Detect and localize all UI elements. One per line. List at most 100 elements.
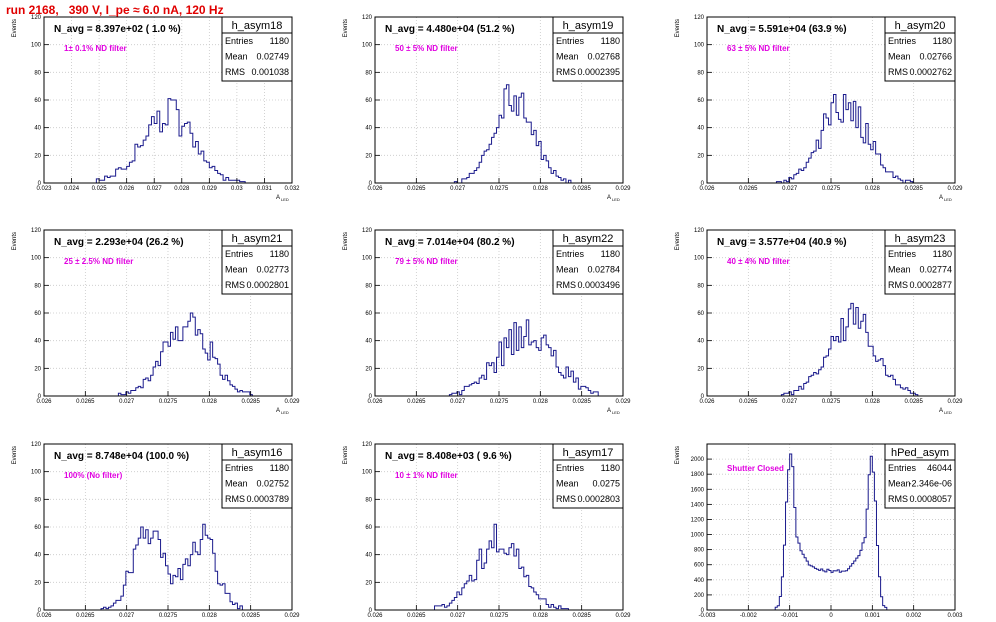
x-tick-label: 0.0265: [407, 613, 426, 619]
stats-box-title-frame: [221, 443, 293, 461]
stats-value: 0.0008057: [909, 494, 952, 504]
y-tick-label: 1000: [691, 533, 705, 539]
stats-label: RMS: [556, 280, 576, 290]
y-tick-label: 120: [694, 228, 705, 234]
y-axis-label: Events: [343, 446, 349, 464]
histogram-name: h_asym22: [563, 233, 614, 245]
y-tick-label: 0: [701, 394, 705, 400]
stats-value: 0.02749: [256, 52, 289, 62]
y-tick-label: 100: [362, 256, 373, 262]
x-tick-label: 0.027: [450, 399, 466, 405]
x-tick-label: 0.0285: [904, 399, 923, 405]
histogram-name: h_asym18: [232, 20, 283, 32]
x-tick-label: 0.029: [947, 399, 963, 405]
y-tick-label: 0: [369, 608, 373, 614]
y-tick-label: 100: [31, 43, 42, 49]
y-tick-label: 40: [365, 126, 372, 132]
stats-label: RMS: [888, 280, 908, 290]
stats-box-title-frame: [884, 16, 956, 34]
y-tick-label: 100: [31, 470, 42, 476]
y-tick-label: 60: [365, 98, 372, 104]
x-tick-label: 0.0275: [822, 399, 841, 405]
x-tick-label: 0.0275: [490, 399, 509, 405]
n-avg-label: N_avg = 8.408e+03 ( 9.6 %): [385, 451, 512, 462]
y-tick-label: 1800: [691, 472, 705, 478]
histogram-line: [44, 98, 292, 184]
x-tick-label: 0.028: [533, 186, 549, 192]
stats-value: 1180: [933, 36, 952, 46]
x-tick-label: 0.027: [782, 399, 798, 405]
histogram-panel-hPed_asym: -0.003 -0.002 -0.001 0 0.001 0.002 0.003 0 200 40…: [675, 443, 963, 619]
x-tick-label: 0.025: [92, 186, 108, 192]
x-tick-label: 0.029: [284, 399, 300, 405]
x-tick-label: 0.028: [533, 399, 549, 405]
filter-note: 63 ± 5% ND filter: [727, 44, 790, 53]
x-tick-label: 0.024: [64, 186, 80, 192]
x-axis-label-subscript: LED: [612, 197, 620, 202]
run-title: run 2168, 390 V, I_pe ≈ 6.0 nA, 120 Hz: [6, 3, 224, 17]
stats-value: 0.0002395: [577, 67, 620, 77]
x-axis-label: A: [276, 195, 280, 201]
y-tick-label: 80: [697, 70, 704, 76]
n-avg-label: N_avg = 8.397e+02 ( 1.0 %): [54, 24, 181, 35]
y-tick-label: 40: [697, 339, 704, 345]
x-tick-label: 0.027: [450, 613, 466, 619]
n-avg-label: N_avg = 5.591e+04 (63.9 %): [717, 24, 847, 35]
x-tick-label: 0.0285: [572, 186, 591, 192]
x-tick-label: -0.003: [698, 613, 716, 619]
histogram-line: [375, 523, 623, 611]
n-avg-label: N_avg = 2.293e+04 (26.2 %): [54, 237, 184, 248]
x-tick-label: 0.023: [36, 186, 52, 192]
n-avg-label: N_avg = 4.480e+04 (51.2 %): [385, 24, 515, 35]
histogram-panel-h_asym21: 0.026 0.0265 0.027 0.0275 0.028 0.0285 0.029 0 2…: [12, 228, 300, 415]
stats-value: 1180: [601, 36, 620, 46]
x-tick-label: 0.0275: [822, 186, 841, 192]
x-tick-label: 0.0275: [159, 399, 178, 405]
y-tick-label: 20: [697, 366, 704, 372]
y-tick-label: 1200: [691, 517, 705, 523]
y-tick-label: 80: [34, 283, 41, 289]
y-axis-label: Events: [12, 446, 18, 464]
x-tick-label: 0.027: [147, 186, 163, 192]
x-tick-label: 0.027: [782, 186, 798, 192]
x-tick-label: 0.026: [367, 613, 383, 619]
y-tick-label: 100: [31, 256, 42, 262]
y-tick-label: 60: [34, 98, 41, 104]
stats-value: -2.346e-06: [908, 479, 952, 489]
stats-label: Mean: [225, 52, 248, 62]
x-axis-label-subscript: LED: [281, 197, 289, 202]
x-tick-label: 0.029: [615, 186, 631, 192]
x-axis-label-subscript: LED: [944, 410, 952, 415]
y-tick-label: 40: [34, 553, 41, 559]
stats-label: RMS: [225, 67, 245, 77]
filter-note: Shutter Closed: [727, 464, 784, 473]
stats-label: Entries: [556, 249, 585, 259]
stats-label: Mean: [556, 52, 579, 62]
x-tick-label: 0.026: [367, 186, 383, 192]
stats-value: 0.0003789: [246, 494, 289, 504]
y-tick-label: 20: [697, 153, 704, 159]
x-tick-label: 0.029: [284, 613, 300, 619]
stats-label: Entries: [225, 463, 254, 473]
x-tick-label: 0.0265: [76, 399, 95, 405]
histogram-line: [707, 93, 955, 184]
stats-label: Entries: [888, 249, 917, 259]
y-tick-label: 60: [34, 525, 41, 531]
y-tick-label: 60: [365, 311, 372, 317]
stats-box-title-frame: [552, 229, 624, 247]
stats-label: RMS: [556, 494, 576, 504]
stats-box-title-frame: [884, 229, 956, 247]
stats-label: Entries: [556, 463, 585, 473]
y-tick-label: 60: [365, 525, 372, 531]
y-tick-label: 120: [31, 228, 42, 234]
histogram-panel-h_asym19: 0.026 0.0265 0.027 0.0275 0.028 0.0285 0.029 0 2…: [343, 15, 631, 202]
histogram-name: h_asym17: [563, 447, 614, 459]
x-axis-label: A: [607, 195, 611, 201]
x-axis-label: A: [939, 408, 943, 414]
y-tick-label: 80: [365, 497, 372, 503]
stats-value: 0.0003496: [577, 280, 620, 290]
y-tick-label: 0: [38, 181, 42, 187]
x-tick-label: 0.026: [699, 186, 715, 192]
y-axis-label: Events: [343, 232, 349, 250]
stats-value: 0.0002801: [246, 280, 289, 290]
